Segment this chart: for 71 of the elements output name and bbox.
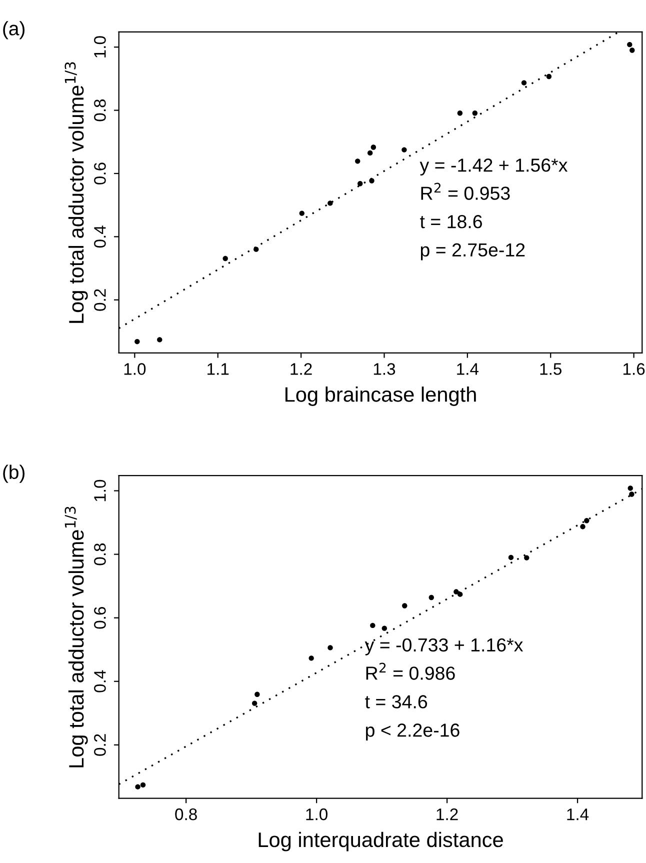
point [299, 210, 304, 216]
x-axis-title: Log braincase length [285, 386, 476, 406]
annotation: t = 18.6 [420, 215, 482, 228]
point [428, 594, 434, 600]
y-tick-label: 0.8 [94, 99, 106, 122]
x-tick-label: 1.4 [457, 363, 479, 375]
point [628, 486, 633, 491]
point [222, 256, 228, 262]
point [457, 110, 463, 116]
chart-title: (a) [3, 21, 24, 40]
x-tick-label: 1.2 [290, 363, 312, 375]
point [308, 656, 314, 661]
point [328, 200, 333, 206]
y-tick-label: 0.4 [94, 670, 106, 692]
point [370, 144, 376, 150]
point [140, 782, 146, 788]
y-axis-title: Log total adductor volume$^{1/3}$ [64, 62, 88, 323]
y-tick-label: 0.2 [94, 734, 106, 756]
point [457, 592, 463, 597]
y-tick-label: 1.0 [94, 36, 106, 58]
y-axis-title: Log total adductor volume$^{1/3}$ [64, 506, 88, 768]
annotation: y = -0.733 + 1.16*x [364, 638, 524, 656]
point [521, 80, 527, 86]
point [254, 692, 260, 697]
point [584, 518, 590, 524]
x-tick-label: 1.1 [208, 363, 229, 375]
point [254, 246, 259, 252]
point [630, 48, 635, 53]
x-tick-label: 1.0 [124, 363, 146, 375]
point [135, 784, 140, 790]
y-tick-label: 0.2 [94, 289, 106, 311]
y-tick-label: 0.6 [94, 162, 106, 184]
point [355, 158, 360, 164]
point [134, 338, 140, 344]
point [402, 147, 407, 152]
point [369, 178, 374, 184]
point [546, 74, 552, 80]
point [402, 603, 408, 608]
point [627, 42, 632, 48]
annotation: t = 34.6 [365, 695, 428, 708]
x-axis-title: Log interquadrate distance [258, 832, 503, 852]
point [252, 700, 258, 706]
x-tick-label: 1.2 [436, 808, 458, 820]
point [580, 524, 586, 530]
point [524, 555, 530, 560]
point [358, 181, 363, 186]
x-tick-label: 1.6 [623, 363, 645, 375]
point [508, 554, 514, 560]
annotation: R$^{2}$ = 0.986 [366, 662, 455, 680]
point [367, 150, 373, 156]
point [454, 589, 459, 594]
point [472, 110, 478, 116]
x-tick-label: 1.5 [540, 363, 562, 375]
point [328, 645, 333, 650]
point [382, 626, 388, 631]
annotation: p < 2.2e-16 [366, 724, 460, 741]
chart-title: (b) [3, 464, 24, 483]
point [157, 337, 162, 342]
annotation: p = 2.75e-12 [420, 243, 525, 260]
x-tick-label: 1.4 [567, 808, 589, 820]
y-tick-label: 1.0 [94, 480, 106, 502]
y-tick-label: 0.4 [94, 226, 106, 248]
x-tick-label: 0.8 [175, 808, 197, 820]
annotation: R$^{2}$ = 0.953 [421, 182, 510, 200]
point [629, 492, 634, 497]
y-tick-label: 0.6 [94, 606, 106, 629]
annotation: y = -1.42 + 1.56*x [420, 158, 568, 176]
x-tick-label: 1.3 [374, 363, 396, 375]
y-tick-label: 0.8 [94, 543, 106, 566]
point [370, 622, 376, 628]
x-tick-label: 1.0 [306, 808, 328, 820]
